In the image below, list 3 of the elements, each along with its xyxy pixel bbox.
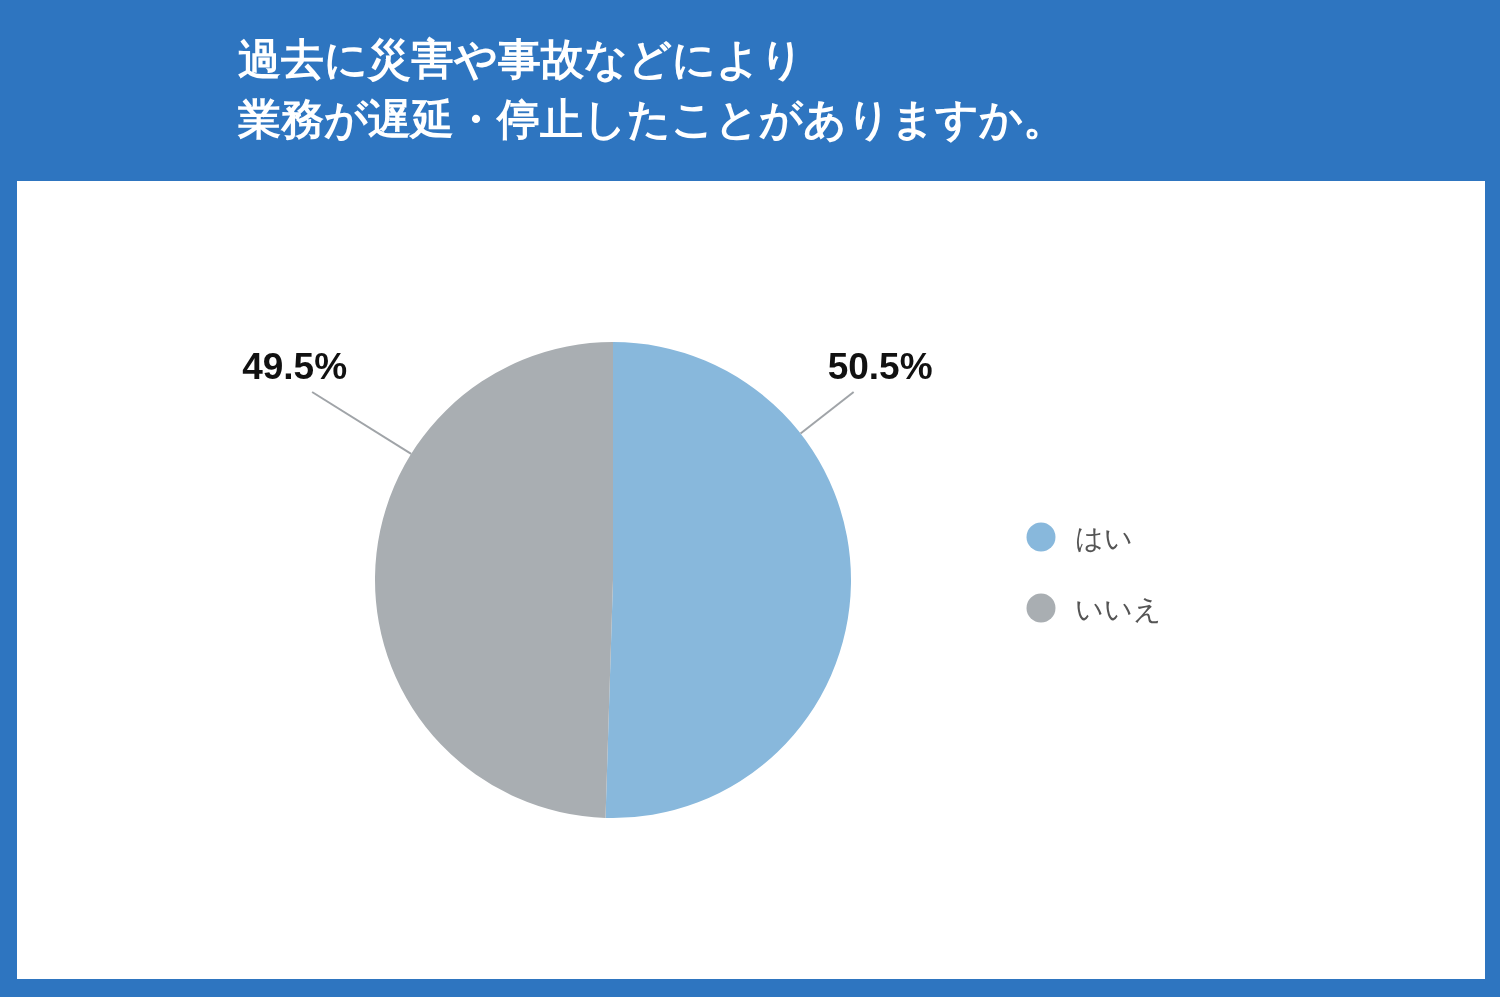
legend-label: いいえ: [1075, 593, 1162, 626]
title: 過去に災害や事故などにより業務が遅延・停止したことがありますか。: [238, 34, 1066, 144]
legend-label: はい: [1075, 522, 1133, 555]
